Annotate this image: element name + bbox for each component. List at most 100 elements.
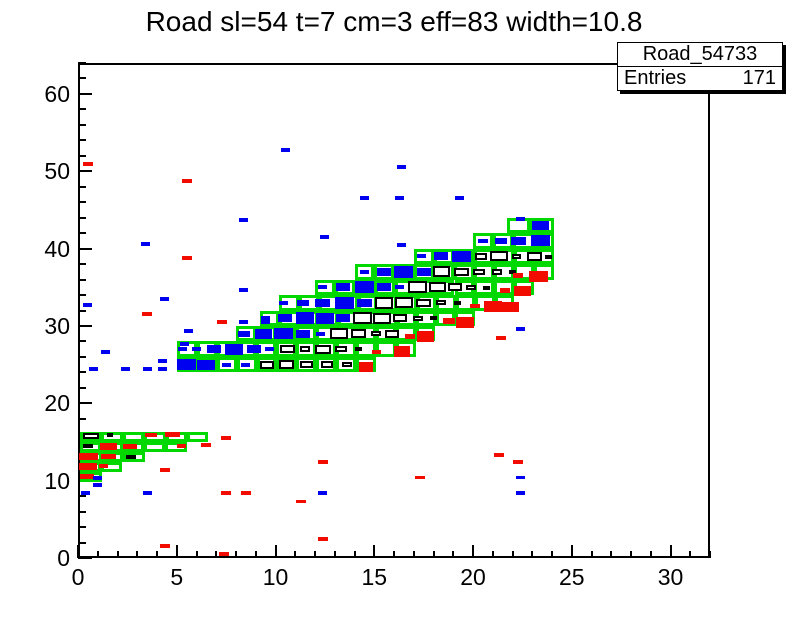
- left-hit-box: [83, 303, 93, 307]
- left-hit-box: [315, 312, 334, 324]
- right-hit-box: [416, 331, 435, 343]
- x-tick-label: 5: [170, 564, 184, 590]
- left-hit-box: [265, 347, 274, 352]
- y-tick: [78, 77, 86, 80]
- intime-hit-box: [491, 269, 502, 275]
- x-tick: [669, 545, 672, 558]
- y-tick: [78, 170, 92, 173]
- right-hit-box: [513, 286, 531, 297]
- right-hit-box: [142, 312, 153, 317]
- left-hit-box: [377, 267, 392, 276]
- left-hit-box: [237, 330, 250, 337]
- intime-hit-box: [473, 268, 485, 276]
- x-tick-label: 10: [262, 564, 289, 590]
- left-hit-box: [278, 314, 293, 323]
- intime-hit-box: [416, 298, 432, 307]
- left-hit-box: [515, 217, 525, 222]
- x-tick: [393, 551, 395, 558]
- right-hit-box: [99, 464, 109, 469]
- right-hit-box: [99, 443, 118, 450]
- x-tick: [590, 551, 593, 558]
- x-tick: [412, 551, 415, 558]
- left-hit-box: [335, 283, 350, 292]
- left-hit-box: [93, 483, 103, 488]
- x-tick: [373, 545, 376, 558]
- intime-hit-box: [430, 316, 437, 321]
- intime-hit-box: [428, 282, 447, 293]
- x-tick: [452, 551, 455, 558]
- intime-hit-box: [453, 267, 469, 277]
- y-tick: [78, 386, 86, 389]
- left-hit-box: [184, 329, 194, 334]
- intime-hit-box: [320, 361, 333, 368]
- right-hit-box: [502, 301, 519, 312]
- intime-hit-box: [408, 281, 428, 294]
- left-hit-box: [177, 358, 196, 371]
- left-hit-box: [434, 252, 449, 261]
- right-hit-box: [221, 436, 232, 441]
- x-tick: [254, 551, 257, 558]
- intime-hit-box: [474, 253, 487, 260]
- right-hit-box: [201, 443, 212, 447]
- stats-histogram-name: Road_54733: [618, 43, 782, 67]
- right-hit-box: [371, 350, 381, 355]
- left-hit-box: [359, 195, 369, 200]
- left-hit-box: [394, 266, 414, 278]
- left-hit-box: [221, 362, 231, 367]
- y-tick: [78, 526, 86, 529]
- intime-hit-box: [82, 432, 99, 439]
- intime-hit-box: [385, 329, 399, 338]
- left-hit-box: [530, 235, 550, 247]
- intime-hit-box: [353, 312, 372, 325]
- y-tick-label: 20: [44, 390, 70, 417]
- intime-hit-box: [315, 344, 331, 354]
- right-hit-box: [513, 460, 524, 465]
- left-hit-box: [318, 491, 328, 495]
- x-tick: [610, 551, 613, 558]
- road-cell: [143, 441, 166, 452]
- left-hit-box: [140, 242, 150, 246]
- y-tick: [78, 278, 86, 281]
- y-tick: [78, 139, 86, 142]
- x-tick: [175, 545, 178, 558]
- y-tick: [78, 216, 86, 219]
- y-tick-label: 50: [44, 158, 70, 185]
- y-tick: [78, 154, 86, 157]
- left-hit-box: [531, 220, 549, 231]
- right-hit-box: [499, 288, 510, 293]
- intime-hit-box: [448, 283, 463, 292]
- y-tick: [78, 108, 86, 111]
- left-hit-box: [356, 298, 372, 307]
- y-tick: [78, 340, 86, 343]
- right-hit-box: [144, 432, 158, 438]
- left-hit-box: [417, 254, 427, 259]
- right-hit-box: [217, 320, 228, 325]
- left-hit-box: [120, 367, 130, 372]
- right-hit-box: [219, 552, 230, 557]
- y-tick-label: 40: [44, 235, 70, 262]
- left-hit-box: [274, 327, 293, 340]
- x-tick: [77, 545, 79, 558]
- y-tick: [78, 510, 86, 513]
- y-tick: [78, 324, 92, 327]
- left-hit-box: [335, 314, 350, 323]
- left-hit-box: [278, 300, 288, 305]
- intime-hit-box: [544, 254, 552, 259]
- chart-title: Road sl=54 t=7 cm=3 eff=83 width=10.8: [145, 6, 643, 37]
- right-hit-box: [317, 460, 328, 465]
- right-hit-box: [443, 318, 456, 325]
- left-hit-box: [354, 281, 374, 294]
- left-hit-box: [395, 285, 405, 290]
- x-tick: [649, 551, 652, 558]
- right-hit-box: [181, 255, 192, 260]
- right-hit-box: [414, 475, 425, 480]
- x-tick-label: 0: [71, 564, 85, 590]
- y-tick: [78, 541, 86, 544]
- y-tick: [78, 232, 86, 235]
- x-tick-label: 15: [361, 564, 388, 590]
- y-tick-label: 10: [44, 467, 70, 494]
- x-tick: [314, 551, 316, 558]
- intime-hit-box: [371, 330, 382, 337]
- right-hit-box: [317, 536, 328, 541]
